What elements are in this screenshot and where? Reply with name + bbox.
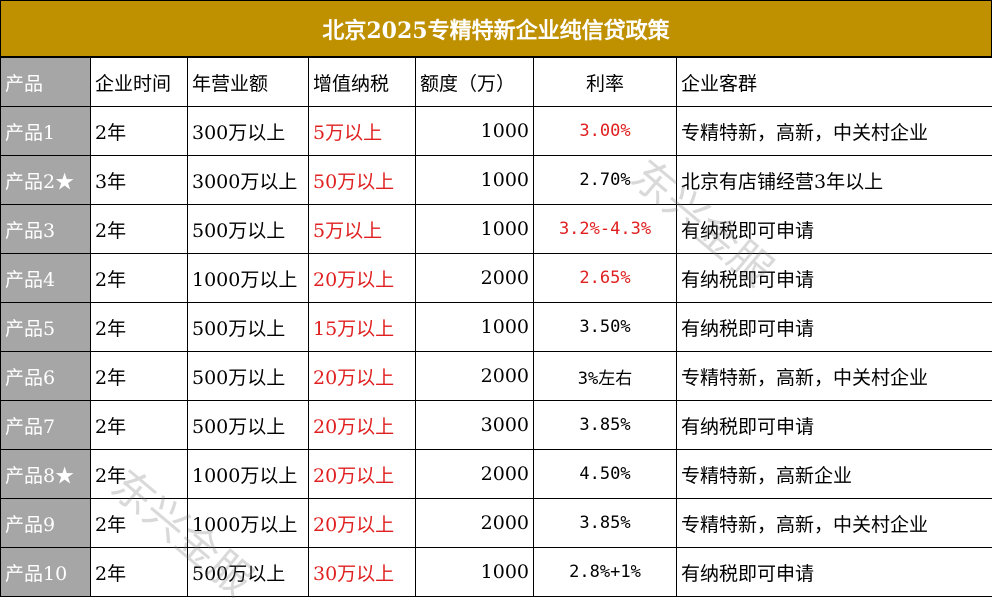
cell-years: 2年	[90, 449, 188, 499]
cell-revenue: 500万以上	[187, 204, 309, 254]
table-row: 产品3 2年 500万以上 5万以上 1000 3.2%-4.3% 有纳税即可申请	[0, 204, 992, 254]
cell-quota: 2000	[415, 449, 534, 499]
cell-product: 产品2★	[0, 155, 91, 205]
cell-revenue: 500万以上	[187, 400, 309, 450]
cell-years: 2年	[90, 547, 188, 597]
cell-clients: 专精特新，高新，中关村企业	[676, 351, 992, 401]
cell-rate: 3.00%	[533, 106, 677, 156]
cell-quota: 1000	[415, 302, 534, 352]
cell-product: 产品7	[0, 400, 91, 450]
cell-revenue: 500万以上	[187, 547, 309, 597]
cell-tax: 50万以上	[308, 155, 416, 205]
cell-rate: 2.70%	[533, 155, 677, 205]
cell-years: 3年	[90, 155, 188, 205]
cell-rate: 3%左右	[533, 351, 677, 401]
cell-clients: 有纳税即可申请	[676, 204, 992, 254]
cell-rate: 3.50%	[533, 302, 677, 352]
cell-rate: 4.50%	[533, 449, 677, 499]
cell-revenue: 3000万以上	[187, 155, 309, 205]
cell-tax: 5万以上	[308, 204, 416, 254]
header-rate: 利率	[533, 57, 677, 107]
cell-tax: 20万以上	[308, 253, 416, 303]
cell-revenue: 500万以上	[187, 302, 309, 352]
cell-clients: 专精特新，高新，中关村企业	[676, 106, 992, 156]
table-row: 产品7 2年 500万以上 20万以上 3000 3.85% 有纳税即可申请	[0, 400, 992, 450]
cell-revenue: 1000万以上	[187, 253, 309, 303]
table-row: 产品1 2年 300万以上 5万以上 1000 3.00% 专精特新，高新，中关村企业	[0, 106, 992, 156]
cell-rate: 3.85%	[533, 400, 677, 450]
cell-product: 产品8★	[0, 449, 91, 499]
cell-quota: 2000	[415, 253, 534, 303]
cell-rate: 3.85%	[533, 498, 677, 548]
cell-clients: 有纳税即可申请	[676, 547, 992, 597]
header-quota: 额度（万）	[415, 57, 534, 107]
cell-product: 产品3	[0, 204, 91, 254]
cell-product: 产品5	[0, 302, 91, 352]
header-revenue: 年营业额	[187, 57, 309, 107]
cell-years: 2年	[90, 351, 188, 401]
cell-tax: 30万以上	[308, 547, 416, 597]
table-row: 产品8★ 2年 1000万以上 20万以上 2000 4.50% 专精特新，高新企业	[0, 449, 992, 499]
policy-table: 产品 企业时间 年营业额 增值纳税 额度（万） 利率 企业客群 产品1 2年 300…	[0, 57, 992, 597]
cell-product: 产品4	[0, 253, 91, 303]
cell-years: 2年	[90, 253, 188, 303]
cell-product: 产品10	[0, 547, 91, 597]
cell-rate: 2.8%+1%	[533, 547, 677, 597]
cell-years: 2年	[90, 302, 188, 352]
header-row: 产品 企业时间 年营业额 增值纳税 额度（万） 利率 企业客群	[0, 57, 992, 107]
cell-years: 2年	[90, 106, 188, 156]
cell-revenue: 1000万以上	[187, 449, 309, 499]
cell-clients: 专精特新，高新企业	[676, 449, 992, 499]
cell-clients: 有纳税即可申请	[676, 253, 992, 303]
cell-revenue: 1000万以上	[187, 498, 309, 548]
cell-tax: 5万以上	[308, 106, 416, 156]
cell-revenue: 300万以上	[187, 106, 309, 156]
cell-product: 产品6	[0, 351, 91, 401]
page-title: 北京2025专精特新企业纯信贷政策	[0, 0, 992, 57]
cell-quota: 1000	[415, 204, 534, 254]
cell-clients: 专精特新，高新，中关村企业	[676, 498, 992, 548]
cell-revenue: 500万以上	[187, 351, 309, 401]
cell-product: 产品1	[0, 106, 91, 156]
header-years: 企业时间	[90, 57, 188, 107]
cell-years: 2年	[90, 498, 188, 548]
cell-tax: 20万以上	[308, 449, 416, 499]
table-row: 产品2★ 3年 3000万以上 50万以上 1000 2.70% 北京有店铺经营3年以上	[0, 155, 992, 205]
cell-product: 产品9	[0, 498, 91, 548]
cell-tax: 15万以上	[308, 302, 416, 352]
header-tax: 增值纳税	[308, 57, 416, 107]
cell-quota: 2000	[415, 351, 534, 401]
cell-clients: 北京有店铺经营3年以上	[676, 155, 992, 205]
cell-quota: 1000	[415, 155, 534, 205]
cell-years: 2年	[90, 400, 188, 450]
cell-quota: 3000	[415, 400, 534, 450]
cell-tax: 20万以上	[308, 498, 416, 548]
cell-quota: 1000	[415, 547, 534, 597]
cell-quota: 1000	[415, 106, 534, 156]
table-row: 产品9 2年 1000万以上 20万以上 2000 3.85% 专精特新，高新，中关村企业	[0, 498, 992, 548]
cell-tax: 20万以上	[308, 400, 416, 450]
cell-clients: 有纳税即可申请	[676, 302, 992, 352]
table-row: 产品10 2年 500万以上 30万以上 1000 2.8%+1% 有纳税即可申请	[0, 547, 992, 597]
header-clients: 企业客群	[676, 57, 992, 107]
table-row: 产品4 2年 1000万以上 20万以上 2000 2.65% 有纳税即可申请	[0, 253, 992, 303]
cell-years: 2年	[90, 204, 188, 254]
table-row: 产品6 2年 500万以上 20万以上 2000 3%左右 专精特新，高新，中关村企业	[0, 351, 992, 401]
cell-tax: 20万以上	[308, 351, 416, 401]
header-product: 产品	[0, 57, 91, 107]
cell-quota: 2000	[415, 498, 534, 548]
cell-rate: 3.2%-4.3%	[533, 204, 677, 254]
cell-clients: 有纳税即可申请	[676, 400, 992, 450]
cell-rate: 2.65%	[533, 253, 677, 303]
table-row: 产品5 2年 500万以上 15万以上 1000 3.50% 有纳税即可申请	[0, 302, 992, 352]
